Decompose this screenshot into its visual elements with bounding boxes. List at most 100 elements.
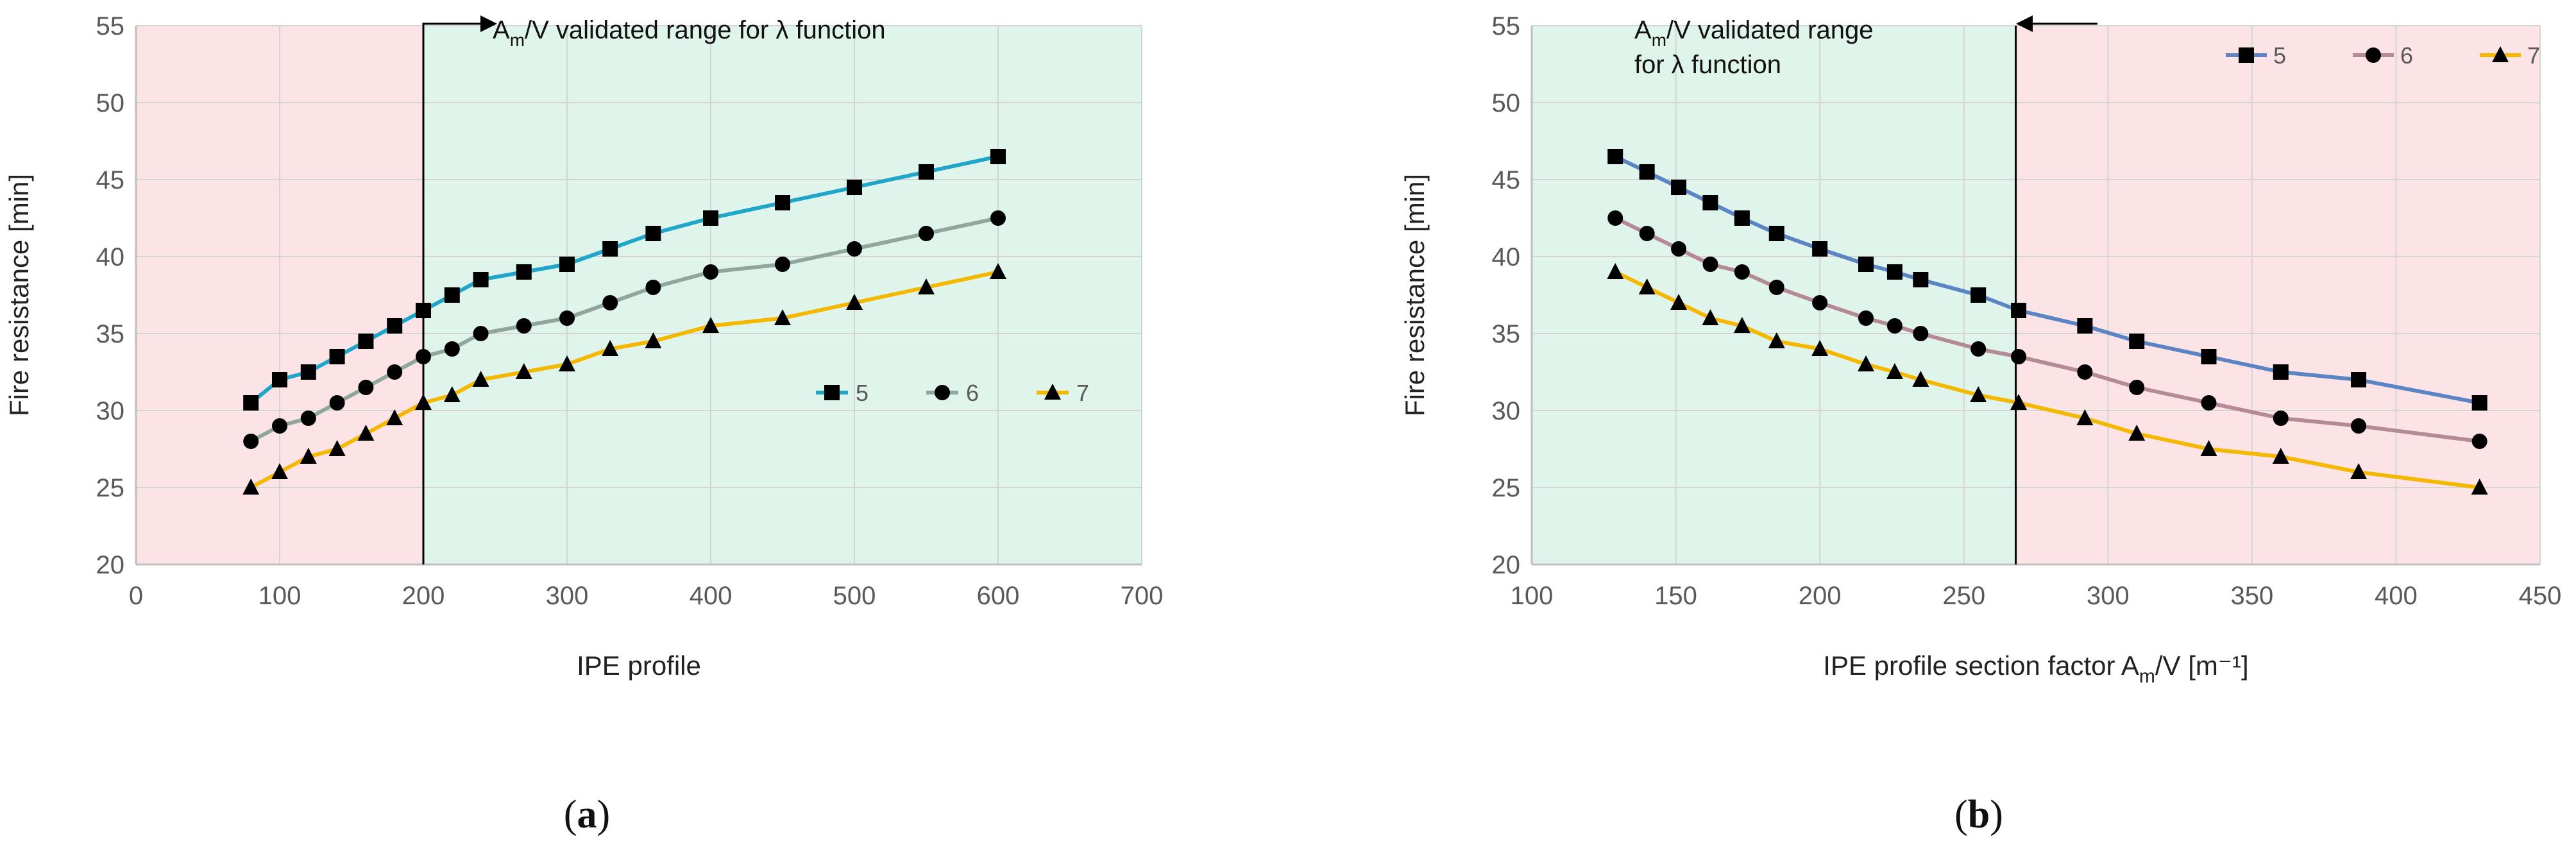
data-point-5 [300, 364, 316, 380]
data-point-7 [2076, 409, 2094, 425]
y-axis-label: Fire resistance [min] [1400, 174, 1430, 416]
data-point-7 [1607, 263, 1624, 279]
data-point-7 [2471, 479, 2488, 495]
region-1 [1532, 26, 2016, 564]
data-point-7 [846, 294, 863, 310]
y-tick-label: 45 [96, 166, 125, 194]
caption-paren-open: ( [564, 793, 577, 836]
data-point-5 [2273, 364, 2289, 380]
data-point-6 [645, 280, 661, 295]
data-point-5 [1671, 180, 1687, 195]
data-point-7 [415, 394, 432, 410]
data-point-5 [329, 349, 345, 364]
data-point-5 [1702, 195, 1718, 210]
data-point-7 [357, 425, 375, 441]
y-tick-label: 55 [1492, 12, 1521, 40]
legend-marker-5 [824, 385, 840, 400]
data-point-6 [2273, 411, 2289, 426]
x-tick-label: 500 [833, 582, 876, 610]
data-point-6 [2129, 380, 2145, 395]
data-point-5 [243, 395, 259, 411]
data-point-5 [1607, 149, 1623, 164]
data-point-7 [990, 263, 1006, 279]
y-tick-label: 25 [96, 474, 125, 502]
data-point-6 [358, 380, 374, 395]
annotation-text-part: A [1634, 16, 1652, 44]
data-point-7 [918, 278, 935, 294]
data-point-5 [1886, 264, 1902, 280]
y-tick-label: 20 [96, 551, 125, 579]
data-point-7 [1638, 278, 1656, 294]
data-point-6 [1858, 310, 1874, 326]
annotation-text-part: A [493, 16, 510, 44]
x-tick-label: 400 [690, 582, 733, 610]
data-point-6 [703, 264, 718, 280]
series-5 [1607, 149, 2487, 411]
data-point-6 [1702, 257, 1718, 272]
data-point-7 [1858, 355, 1875, 371]
data-point-5 [775, 195, 790, 210]
data-point-6 [2011, 349, 2027, 364]
caption-paren-close: ) [1990, 793, 2003, 836]
data-point-7 [1670, 294, 1688, 310]
data-point-5 [2471, 395, 2487, 411]
x-tick-label: 400 [2375, 582, 2418, 610]
x-tick-label: 250 [1942, 582, 1985, 610]
caption-paren-open: ( [1954, 793, 1968, 836]
x-axis-label-part: /V [m⁻¹] [2155, 650, 2249, 681]
data-point-6 [243, 434, 259, 449]
data-point-6 [1768, 280, 1784, 295]
data-point-7 [1733, 317, 1750, 333]
x-tick-label: 600 [977, 582, 1020, 610]
region-2 [2015, 26, 2540, 564]
data-point-6 [387, 364, 403, 380]
data-point-7 [1970, 386, 1987, 402]
data-point-5 [416, 303, 431, 318]
y-tick-label: 35 [96, 320, 125, 348]
x-axis-label-part: IPE profile section factor A [1823, 650, 2139, 681]
x-axis-label: IPE profile [577, 650, 701, 681]
data-point-5 [847, 180, 862, 195]
y-axis-label: Fire resistance [min] [4, 174, 34, 416]
data-point-7 [515, 363, 532, 379]
x-axis-label-subscript: m [2139, 666, 2155, 687]
legend-label-6: 6 [2400, 42, 2413, 69]
legend-label-5: 5 [856, 380, 869, 406]
data-point-6 [1607, 210, 1623, 226]
x-tick-label: 150 [1654, 582, 1697, 610]
data-point-7 [1912, 371, 1929, 387]
x-tick-label: 350 [2230, 582, 2273, 610]
data-point-5 [2201, 349, 2217, 364]
data-point-5 [387, 318, 403, 334]
y-tick-label: 50 [1492, 89, 1521, 117]
data-point-6 [473, 326, 489, 341]
data-point-5 [703, 210, 718, 226]
data-point-5 [1639, 164, 1655, 180]
subfigure-caption: (a) [564, 793, 610, 836]
data-point-6 [2351, 418, 2367, 434]
caption-letter: a [577, 793, 597, 836]
data-point-5 [1734, 210, 1750, 226]
chart-a: 0 100 200 300 400 500 600 700 20 25 30 35 40 45 50 55 Fi… [4, 12, 1163, 836]
series-6 [1607, 210, 2487, 449]
annotation-text: Am/V validated range for λ function [493, 16, 886, 50]
series-5 [243, 149, 1006, 411]
data-point-7 [2200, 440, 2217, 456]
legend-label-6: 6 [966, 380, 979, 406]
data-point-7 [242, 479, 260, 495]
y-tick-label: 50 [96, 89, 125, 117]
data-point-7 [645, 332, 662, 348]
data-point-5 [1970, 287, 1987, 303]
series-7 [1607, 263, 2488, 495]
data-point-6 [1734, 264, 1750, 280]
data-point-5 [272, 372, 287, 387]
data-point-7 [774, 309, 791, 325]
data-point-5 [2011, 303, 2027, 318]
data-point-6 [416, 349, 431, 364]
data-point-7 [2350, 463, 2368, 479]
data-point-5 [358, 334, 374, 349]
data-point-6 [516, 318, 532, 334]
data-point-6 [1812, 295, 1828, 310]
data-point-7 [702, 317, 719, 333]
